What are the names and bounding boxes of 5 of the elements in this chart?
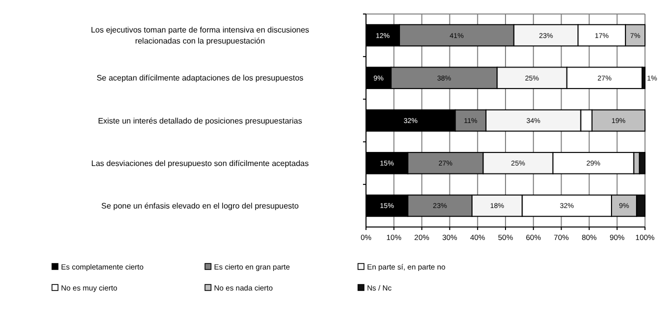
y-tick-label: Se pone un énfasis elevado en el logro del presupuesto bbox=[101, 202, 300, 210]
y-tick-label: Las desviaciones del presupuesto son difícilmente aceptadas bbox=[91, 158, 309, 168]
y-tick-label: Los ejecutivos toman parte de forma intensiva en discusiones relacionadas con la presupuestación bbox=[90, 26, 310, 46]
y-tick-label: Existe un interés detallado de posiciones presupuestarias bbox=[98, 116, 302, 126]
y-tick-label: Se aceptan difícilmente adaptaciones de los presupuestos bbox=[96, 74, 304, 83]
